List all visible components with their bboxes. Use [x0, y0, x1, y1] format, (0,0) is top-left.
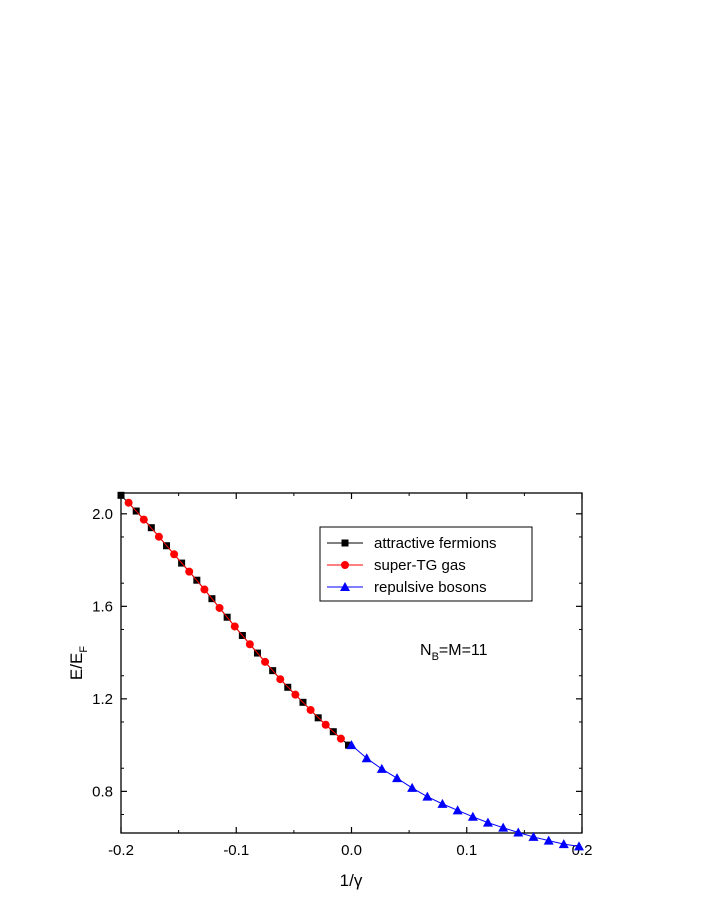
data-point-repulsive-bosons: [407, 782, 418, 792]
data-point-repulsive-bosons: [361, 753, 372, 763]
data-point-super-tg-gas: [321, 720, 330, 729]
data-point-super-tg-gas: [245, 640, 254, 649]
annotation-nb-m: NB=M=11: [420, 642, 488, 663]
data-point-repulsive-bosons: [513, 827, 524, 837]
data-point-repulsive-bosons: [482, 817, 493, 827]
x-axis-label: 1/γ: [340, 871, 363, 890]
data-point-super-tg-gas: [154, 532, 163, 541]
y-tick-label: 0.8: [92, 783, 113, 800]
legend-label: repulsive bosons: [374, 579, 487, 596]
axes: -0.2 -0.1 0.0 0.1 0.2 0.8 1.2 1.6 2.0: [92, 492, 593, 859]
data-point-super-tg-gas: [124, 498, 133, 507]
y-axis-label: E/EF: [67, 646, 90, 680]
data-point-repulsive-bosons: [346, 740, 357, 750]
y-tick-label: 2.0: [92, 506, 113, 523]
data-point-super-tg-gas: [261, 657, 270, 666]
data-point-attractive-fermions: [117, 491, 125, 499]
data-point-repulsive-bosons: [437, 798, 448, 808]
data-point-repulsive-bosons: [528, 831, 539, 841]
data-point-super-tg-gas: [170, 550, 179, 559]
data-point-super-tg-gas: [276, 675, 285, 684]
data-point-repulsive-bosons: [498, 822, 509, 832]
series-super-tg-gas: [124, 498, 345, 743]
data-point-super-tg-gas: [139, 515, 148, 524]
data-point-super-tg-gas: [200, 585, 209, 594]
y-axis-label-sub: F: [78, 646, 90, 653]
x-tick-label: -0.2: [108, 842, 134, 859]
data-point-super-tg-gas: [306, 705, 315, 714]
x-tick-label: -0.1: [223, 842, 249, 859]
annotation-rest: =M=11: [439, 642, 488, 659]
legend-label: attractive fermions: [374, 535, 497, 552]
legend-item-attractive-fermions: attractive fermions: [327, 535, 497, 552]
data-point-repulsive-bosons: [558, 839, 569, 849]
series-repulsive-bosons: [346, 740, 585, 851]
data-point-super-tg-gas: [185, 567, 194, 576]
data-point-repulsive-bosons: [543, 835, 554, 845]
legend-marker: [340, 582, 350, 591]
y-tick-label: 1.6: [92, 598, 113, 615]
data-point-repulsive-bosons: [574, 841, 585, 851]
data-point-attractive-fermions: [345, 741, 353, 749]
legend: attractive fermions super-TG gas repulsive…: [319, 526, 533, 602]
x-tick-label: 0.0: [341, 842, 362, 859]
y-tick-label: 1.2: [92, 691, 113, 708]
data-point-repulsive-bosons: [376, 763, 387, 773]
series-layer: [117, 491, 585, 851]
data-point-super-tg-gas: [291, 690, 300, 699]
x-tick-label: 0.1: [456, 842, 477, 859]
legend-item-repulsive-bosons: repulsive bosons: [327, 579, 487, 596]
y-axis-label-main: E/E: [67, 653, 86, 680]
data-point-super-tg-gas: [230, 622, 239, 631]
data-point-super-tg-gas: [336, 734, 345, 743]
legend-marker: [341, 561, 349, 569]
data-point-repulsive-bosons: [452, 805, 463, 815]
data-point-repulsive-bosons: [467, 811, 478, 821]
data-point-repulsive-bosons: [392, 773, 403, 783]
annotation-sub: B: [432, 651, 439, 663]
legend-marker: [341, 539, 349, 547]
data-point-repulsive-bosons: [422, 791, 433, 801]
x-tick-label: 0.2: [572, 842, 593, 859]
legend-item-super-tg-gas: super-TG gas: [327, 557, 466, 574]
series-line-repulsive-bosons: [351, 744, 580, 847]
data-point-super-tg-gas: [215, 603, 224, 612]
annotation-main: N: [420, 642, 432, 659]
legend-label: super-TG gas: [374, 557, 466, 574]
legend-frame: [319, 526, 533, 602]
